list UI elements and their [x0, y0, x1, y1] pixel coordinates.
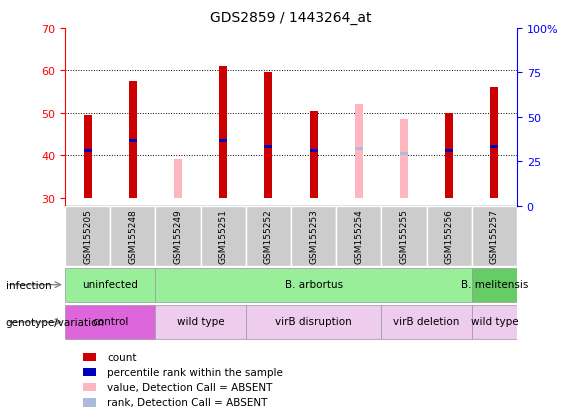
Bar [65, 206, 110, 266]
Text: rank, Detection Call = ABSENT: rank, Detection Call = ABSENT [107, 397, 267, 407]
Text: GSM155205: GSM155205 [83, 209, 92, 264]
Text: GSM155255: GSM155255 [399, 209, 408, 264]
Bar [83, 398, 95, 406]
Bar [472, 268, 517, 302]
Bar [291, 206, 336, 266]
Bar [310, 150, 318, 153]
Bar [472, 305, 517, 339]
Bar [65, 268, 155, 302]
Title: GDS2859 / 1443264_at: GDS2859 / 1443264_at [210, 11, 372, 25]
Bar [155, 305, 246, 339]
Bar [129, 140, 137, 142]
Bar [427, 206, 472, 266]
Bar [472, 206, 517, 266]
Bar [246, 206, 291, 266]
Text: genotype/variation: genotype/variation [6, 317, 105, 327]
Text: GSM155249: GSM155249 [173, 209, 182, 264]
Bar [84, 150, 92, 153]
Text: wild type: wild type [471, 316, 518, 326]
Bar [155, 268, 472, 302]
Text: virB disruption: virB disruption [275, 316, 352, 326]
Text: GSM155252: GSM155252 [264, 209, 273, 264]
Bar [445, 150, 453, 153]
Bar [174, 160, 182, 198]
Text: virB deletion: virB deletion [393, 316, 460, 326]
Bar [400, 152, 408, 155]
Bar [400, 120, 408, 198]
Bar [310, 112, 318, 198]
Bar [490, 146, 498, 149]
Bar [129, 82, 137, 198]
Text: count: count [107, 352, 137, 362]
Text: GSM155254: GSM155254 [354, 209, 363, 264]
Bar [83, 353, 95, 361]
Bar [264, 74, 272, 198]
Bar [445, 114, 453, 198]
Bar [264, 146, 272, 149]
Text: infection: infection [6, 280, 51, 290]
Text: percentile rank within the sample: percentile rank within the sample [107, 367, 283, 377]
Bar [355, 105, 363, 198]
Bar [336, 206, 381, 266]
Text: GSM155257: GSM155257 [490, 209, 499, 264]
Text: value, Detection Call = ABSENT: value, Detection Call = ABSENT [107, 382, 272, 392]
Bar [83, 383, 95, 392]
Bar [65, 305, 155, 339]
Bar [490, 88, 498, 198]
Bar [246, 305, 381, 339]
Bar [219, 140, 227, 142]
Text: B. arbortus: B. arbortus [285, 279, 342, 289]
Bar [381, 305, 472, 339]
Bar [83, 368, 95, 377]
Text: control: control [92, 316, 128, 326]
Text: GSM155248: GSM155248 [128, 209, 137, 264]
Text: GSM155251: GSM155251 [219, 209, 228, 264]
Bar [381, 206, 427, 266]
Text: GSM155253: GSM155253 [309, 209, 318, 264]
Text: uninfected: uninfected [82, 279, 138, 289]
Text: GSM155256: GSM155256 [445, 209, 454, 264]
Bar [84, 116, 92, 198]
Text: B. melitensis: B. melitensis [460, 279, 528, 289]
Bar [219, 67, 227, 198]
Bar [355, 148, 363, 151]
Bar [155, 206, 201, 266]
Text: wild type: wild type [177, 316, 224, 326]
Bar [201, 206, 246, 266]
Bar [110, 206, 155, 266]
